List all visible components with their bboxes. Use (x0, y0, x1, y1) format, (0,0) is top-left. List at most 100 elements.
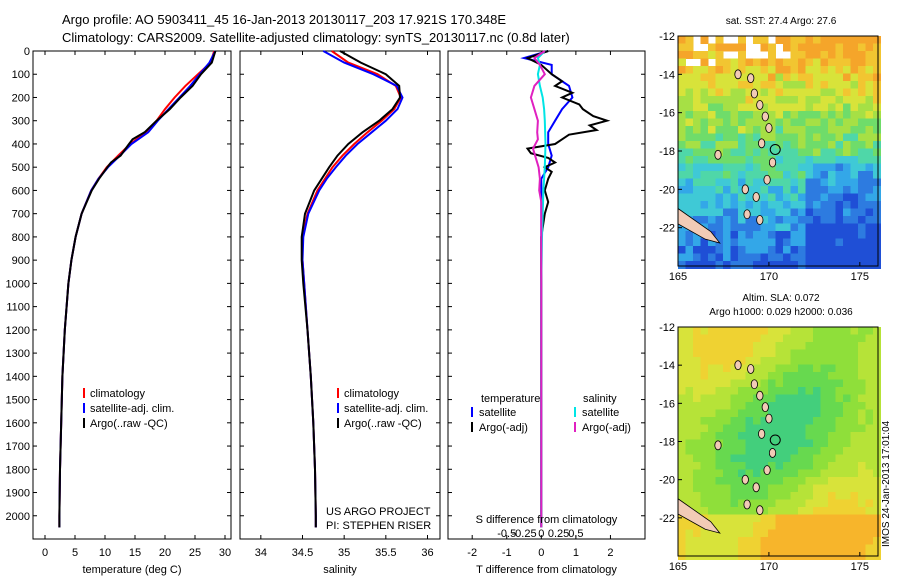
map-cell (850, 246, 859, 254)
map-cell (685, 178, 694, 187)
map-cell (753, 66, 761, 74)
map-cell (790, 223, 799, 232)
map-cell (693, 424, 701, 433)
map-cell (790, 96, 799, 104)
map-cell (708, 103, 716, 112)
y-tick-label: 500 (12, 162, 30, 174)
map-cell (858, 111, 866, 119)
map-cell (873, 81, 881, 89)
map-cell (843, 432, 851, 440)
map-cell (685, 43, 694, 52)
map-cell (738, 447, 746, 455)
map-cell (873, 522, 881, 530)
map-cell (760, 171, 769, 179)
map-cell (828, 327, 836, 335)
map-cell (768, 357, 776, 365)
map-cell (783, 522, 791, 530)
map-cell (828, 364, 836, 373)
map-cell (873, 342, 881, 350)
map-cell (768, 544, 776, 553)
map-cell (865, 424, 874, 433)
map-cell (865, 51, 874, 59)
map-cell (858, 126, 866, 134)
map-cell (730, 201, 739, 209)
map-cell (768, 409, 776, 418)
map-cell (783, 171, 791, 179)
x-axis-label: temperature (deg C) (82, 564, 181, 576)
map-cell (835, 246, 844, 254)
map-cell (865, 492, 874, 500)
x-tick-label: 35.5 (375, 547, 396, 559)
map-cell (873, 111, 881, 119)
map-cell (678, 409, 686, 418)
map-cell (783, 163, 791, 172)
map-cell (783, 88, 791, 97)
map-cell (805, 522, 814, 530)
map-cell (858, 193, 866, 202)
map-cell (768, 537, 776, 545)
map-cell (835, 111, 844, 119)
map-cell (858, 357, 866, 365)
map-cell (790, 492, 799, 500)
map-cell (775, 238, 784, 247)
map-cell (835, 379, 844, 388)
map-x-tick-label: 165 (669, 271, 687, 283)
map-cell (873, 469, 881, 478)
map-cell (790, 193, 799, 202)
map-cell (715, 544, 724, 553)
island-shape (765, 123, 773, 133)
map-cell (730, 118, 739, 127)
map-cell (730, 96, 739, 104)
map-cell (685, 417, 694, 425)
map-cell (805, 178, 814, 187)
island-shape (765, 413, 773, 424)
map-cell (843, 409, 851, 418)
map-cell (723, 499, 731, 508)
map-cell (790, 357, 799, 365)
legend-label: satellite-adj. clim. (90, 403, 174, 415)
map-cell (745, 133, 754, 142)
map-cell (798, 156, 806, 164)
map-cell (775, 417, 784, 425)
legend-title-temperature: temperature (481, 393, 540, 405)
map-cell (715, 462, 724, 470)
map-cell (678, 186, 686, 194)
island-shape (752, 482, 760, 493)
island-shape (768, 448, 777, 458)
map-cell (723, 193, 731, 202)
map-cell (850, 133, 859, 142)
map-cell (715, 372, 724, 380)
map-cell (768, 88, 776, 97)
island-shape (761, 111, 769, 122)
map-cell (723, 163, 731, 172)
map-cell (768, 469, 776, 478)
map-cell (753, 357, 761, 365)
map-cell (745, 156, 754, 164)
map-cell (858, 499, 866, 508)
map-cell (850, 88, 859, 97)
map-cell (783, 379, 791, 388)
map-cell (738, 201, 746, 209)
map-cell (723, 81, 731, 89)
map-cell (805, 507, 814, 515)
x-axis-label: T difference from climatology (476, 564, 617, 576)
map-cell (783, 186, 791, 194)
map-cell (850, 103, 859, 112)
map-cell (745, 522, 754, 530)
series-line-salinity-0 (301, 50, 402, 528)
map-cell (700, 402, 709, 410)
x-tick-label: 34 (255, 547, 267, 559)
map-cell (678, 357, 686, 365)
map-cell (700, 133, 709, 142)
map-cell (805, 118, 814, 127)
map-cell (700, 477, 709, 485)
map-cell (828, 261, 836, 269)
map-cell (858, 484, 866, 493)
map-cell (858, 342, 866, 350)
map-cell (835, 372, 844, 380)
map-cell (700, 454, 709, 463)
map-cell (700, 484, 709, 493)
map-cell (865, 394, 874, 403)
map-cell (745, 327, 754, 335)
map-cell (753, 477, 761, 485)
